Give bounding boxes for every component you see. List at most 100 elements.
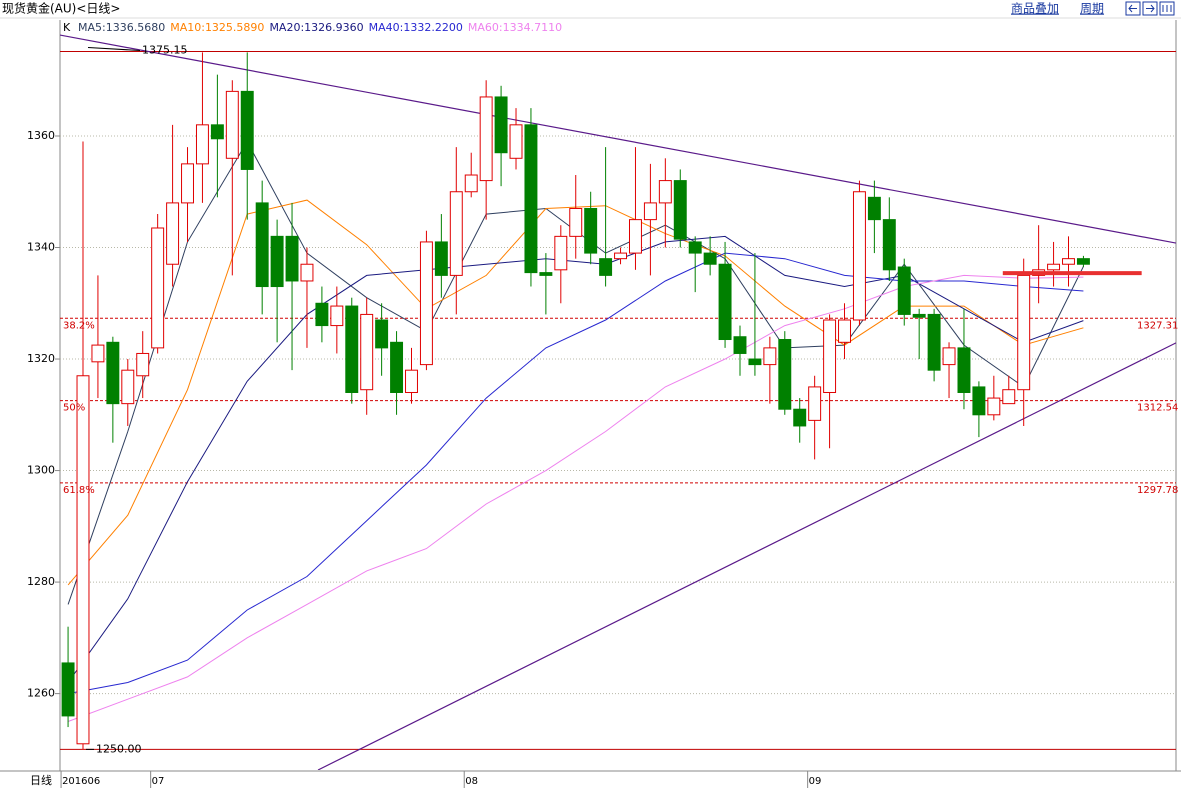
candle-body xyxy=(763,347,777,366)
candle-body xyxy=(434,241,448,276)
candle-body xyxy=(195,124,209,165)
candle-body xyxy=(539,272,553,276)
candle-body xyxy=(1017,274,1031,391)
candle-body xyxy=(270,235,284,288)
x-tick-label: 07 xyxy=(152,776,165,787)
fib-name: 38.2% xyxy=(63,320,95,331)
candle-body xyxy=(1076,258,1090,265)
candle-body xyxy=(703,252,717,265)
candle-body xyxy=(285,235,299,282)
candle-body xyxy=(927,313,941,371)
candle-body xyxy=(823,319,837,393)
legend-entry: MA40:1332.2200 xyxy=(369,21,463,34)
fib-name: 50% xyxy=(63,403,85,414)
candle-body xyxy=(972,386,986,416)
legend-entry: MA60:1334.7110 xyxy=(468,21,562,34)
legend-entry: MA5:1336.5680 xyxy=(78,21,165,34)
candle-body xyxy=(614,252,628,260)
candle-body xyxy=(838,319,851,343)
candle-body xyxy=(76,375,90,745)
candle-body xyxy=(688,241,702,254)
candle-body xyxy=(255,202,269,288)
level-label: 1375.15 xyxy=(142,44,188,57)
candle-body xyxy=(405,369,418,393)
y-tick-label: 1320 xyxy=(27,352,55,365)
candle-body xyxy=(300,263,314,282)
x-tick-label: 09 xyxy=(809,776,822,787)
candle-body xyxy=(181,163,194,204)
candle-body xyxy=(867,196,881,221)
candle-body xyxy=(315,302,329,327)
candle-body xyxy=(554,235,568,271)
candle-body xyxy=(151,227,165,349)
candle-body xyxy=(942,347,956,366)
candle-body xyxy=(509,124,523,159)
candle-body xyxy=(733,336,747,354)
y-tick-label: 1260 xyxy=(27,687,55,700)
overlay-button[interactable]: 商品叠加 xyxy=(1011,1,1059,16)
level-pointer xyxy=(87,47,141,52)
y-tick-label: 1280 xyxy=(27,575,55,588)
candle-body xyxy=(1062,258,1075,265)
ma-line xyxy=(68,252,1084,695)
legend-entry: MA10:1325.5890 xyxy=(170,21,264,34)
candle-body xyxy=(1002,389,1016,405)
candle-body xyxy=(987,397,1001,416)
y-tick-label: 1360 xyxy=(27,129,55,142)
candle-body xyxy=(897,266,911,315)
candle-body xyxy=(808,386,822,421)
candle-body xyxy=(658,180,672,204)
trend-line xyxy=(317,342,1176,770)
candle-body xyxy=(778,339,792,410)
y-tick-label: 1300 xyxy=(27,464,55,477)
candle-body xyxy=(643,202,657,221)
candle-body xyxy=(210,124,224,140)
candle-body xyxy=(957,347,971,393)
legend-entry: MA20:1326.9360 xyxy=(269,21,363,34)
fib-value: 1327.31 xyxy=(1137,320,1178,331)
candle-body xyxy=(166,202,180,265)
candle-body xyxy=(524,124,538,274)
candle-body xyxy=(793,408,807,427)
candle-body xyxy=(345,305,359,393)
period-button[interactable]: 周期 xyxy=(1080,2,1104,16)
level-label: 1250.00 xyxy=(96,742,142,755)
candle-body xyxy=(240,90,254,170)
fib-value: 1297.78 xyxy=(1137,485,1178,496)
candle-body xyxy=(225,90,239,159)
candle-body xyxy=(569,207,583,237)
candle-body xyxy=(375,319,389,349)
candle-body xyxy=(330,305,344,327)
candle-body xyxy=(628,219,642,254)
candle-body xyxy=(61,662,75,717)
fib-value: 1312.54 xyxy=(1137,403,1178,414)
candle-body xyxy=(91,344,105,363)
candle-body xyxy=(106,341,120,405)
candle-body xyxy=(360,313,374,391)
candle-body xyxy=(718,263,732,341)
candle-body xyxy=(121,369,135,405)
trend-line xyxy=(60,34,1176,244)
candle-body xyxy=(852,191,866,321)
candle-body xyxy=(419,241,433,366)
candle-body xyxy=(673,180,687,240)
nav-icons xyxy=(1125,1,1175,16)
candle-body xyxy=(464,174,478,193)
y-tick-label: 1340 xyxy=(27,241,55,254)
candle-body xyxy=(748,358,762,366)
candle-body xyxy=(1047,263,1061,271)
candle-body xyxy=(494,96,508,154)
candle-body xyxy=(882,219,896,271)
window-title: 现货黄金(AU)<日线> xyxy=(2,1,120,16)
candle-body xyxy=(449,191,463,276)
x-tick-label: 08 xyxy=(465,776,478,787)
candle-body xyxy=(136,352,150,377)
indicator-label: K xyxy=(63,21,71,34)
candle-body xyxy=(599,258,613,276)
fib-name: 61.8% xyxy=(63,485,95,496)
candle-body xyxy=(912,313,926,318)
x-axis-label: 日线 xyxy=(30,773,52,787)
candle-body xyxy=(584,207,598,254)
x-tick-label: 201606 xyxy=(62,776,100,787)
